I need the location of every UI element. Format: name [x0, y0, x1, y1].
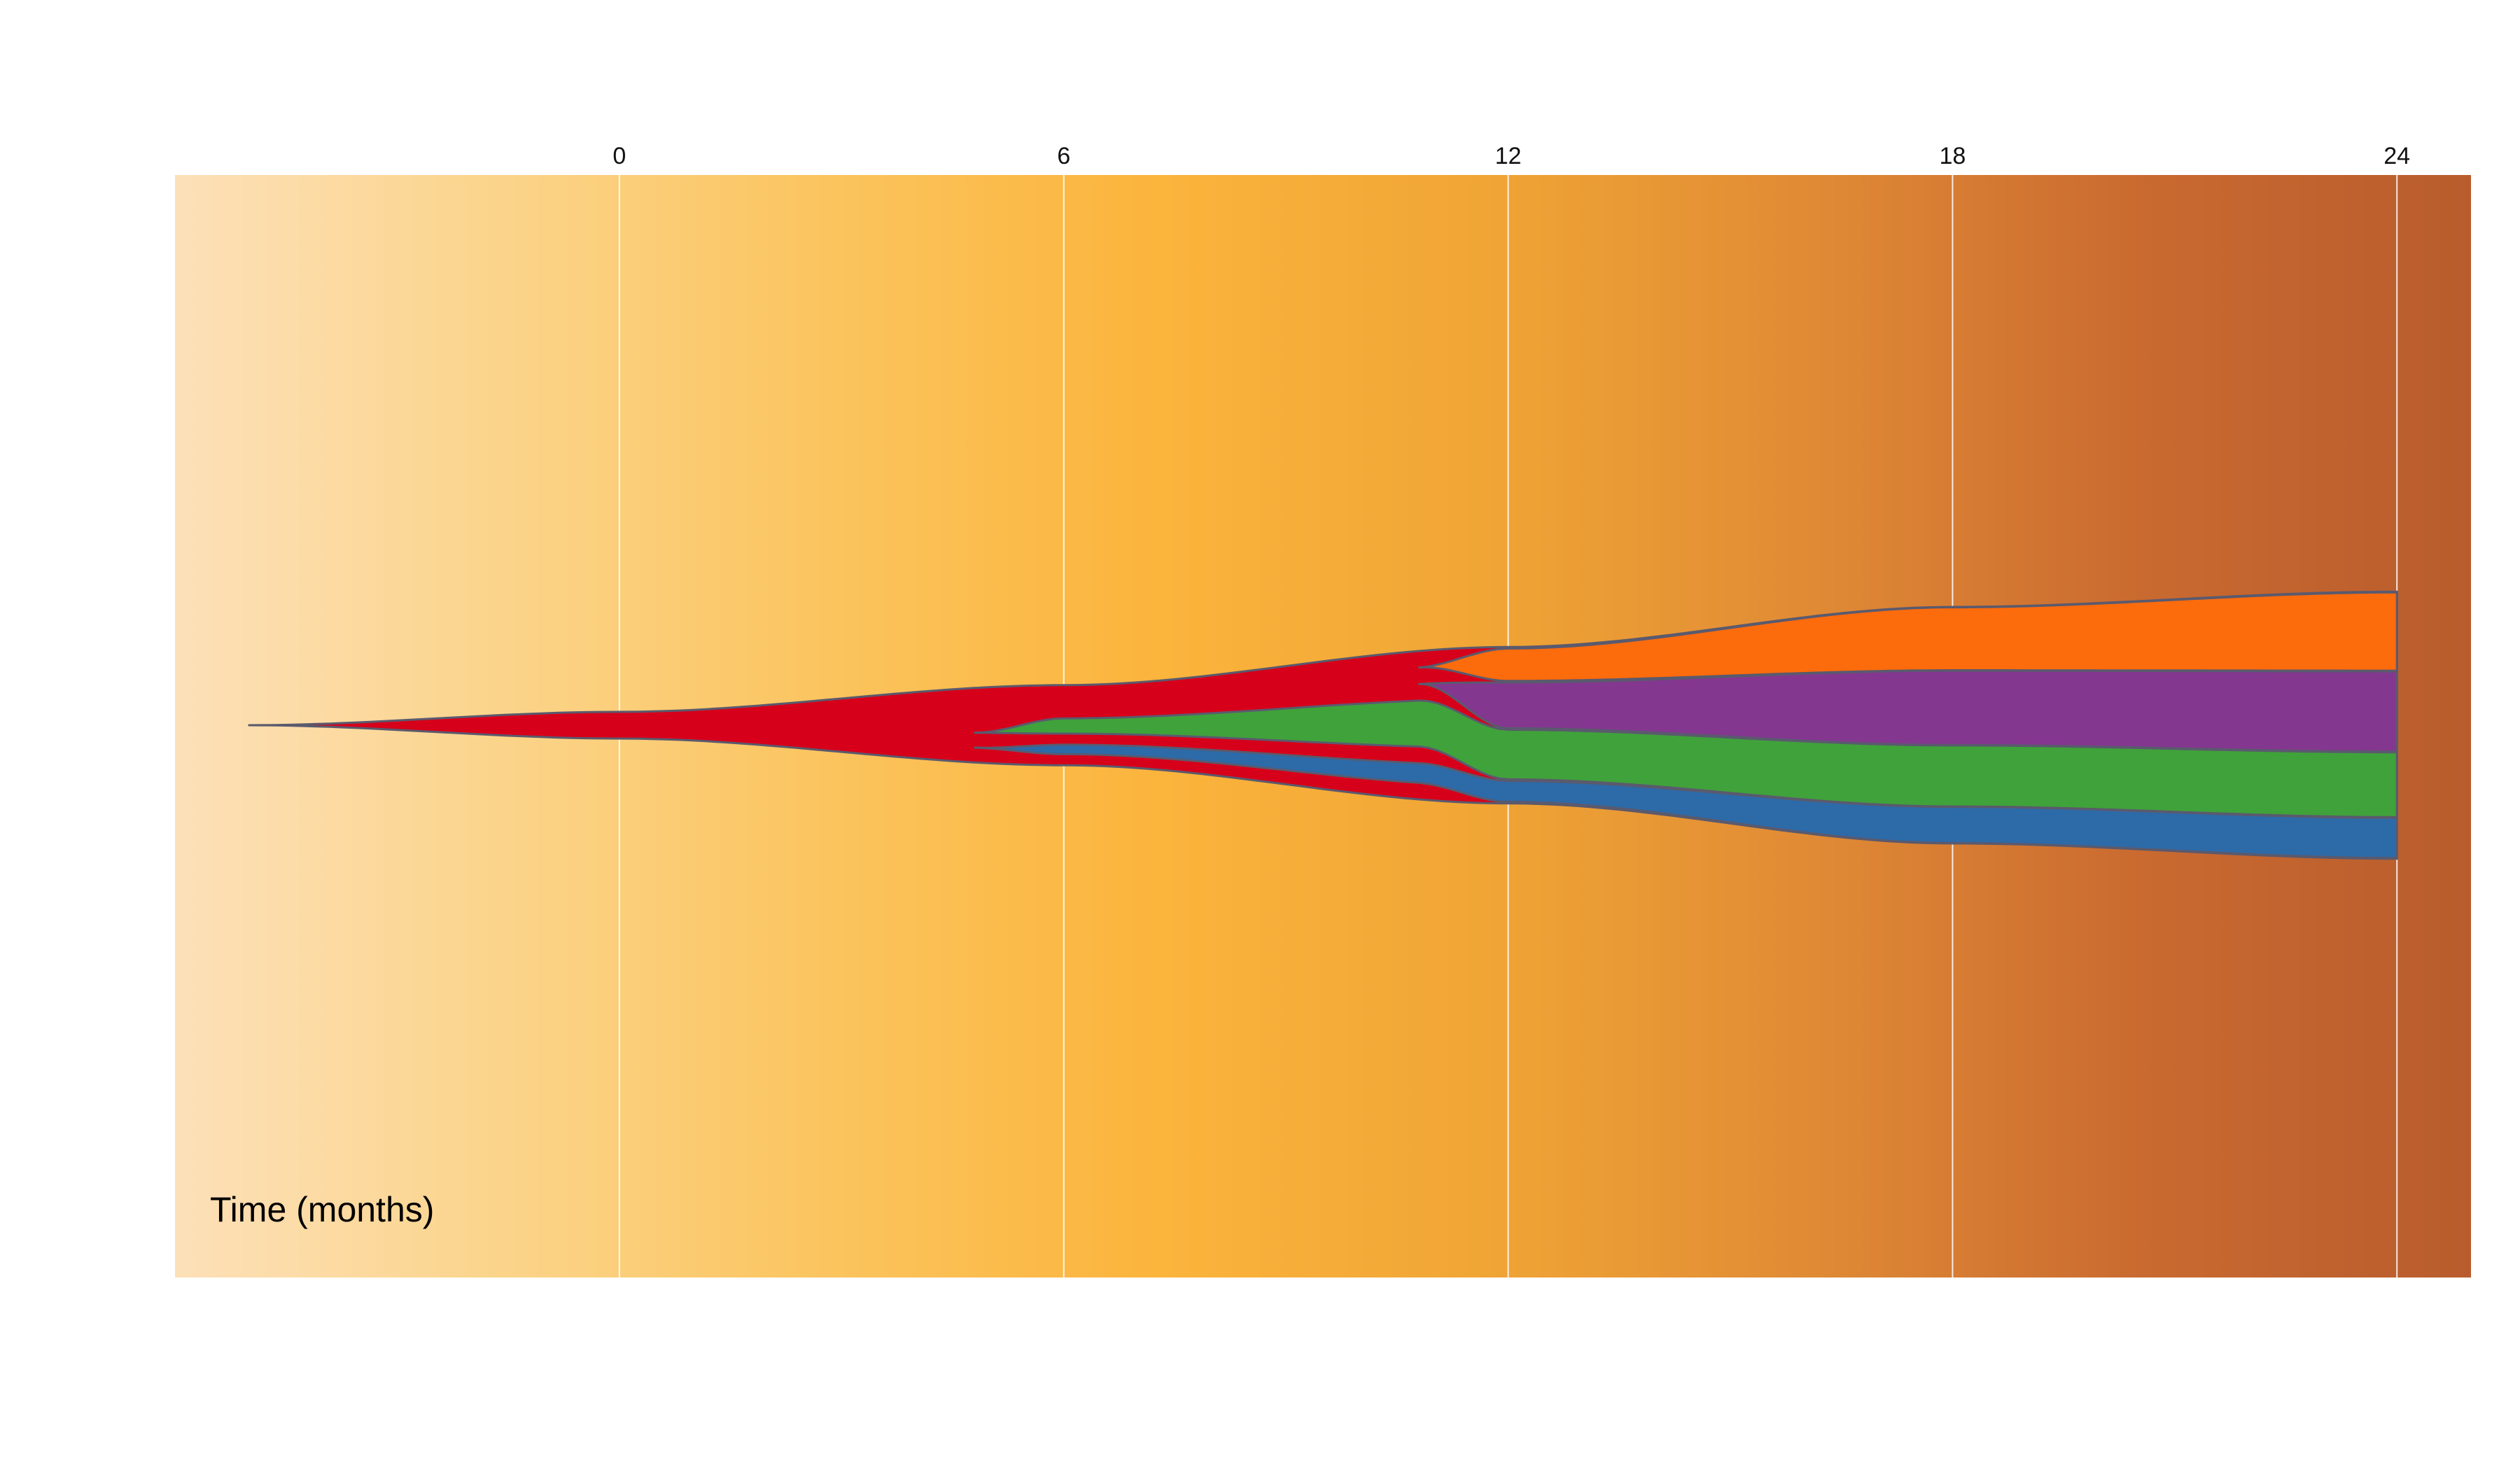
x-tick-label: 12: [1495, 143, 1522, 169]
x-axis-title: Time (months): [210, 1190, 434, 1229]
x-tick-label: 24: [2384, 143, 2410, 169]
x-axis-ticks: 0 6 12 18 24: [612, 143, 2410, 169]
x-tick-label: 0: [612, 143, 626, 169]
clone-series: [248, 590, 2398, 860]
clone-area-4: [974, 743, 2398, 860]
x-tick-label: 18: [1939, 143, 1966, 169]
clone-area-3: [974, 699, 2398, 818]
x-tick-label: 6: [1057, 143, 1070, 169]
